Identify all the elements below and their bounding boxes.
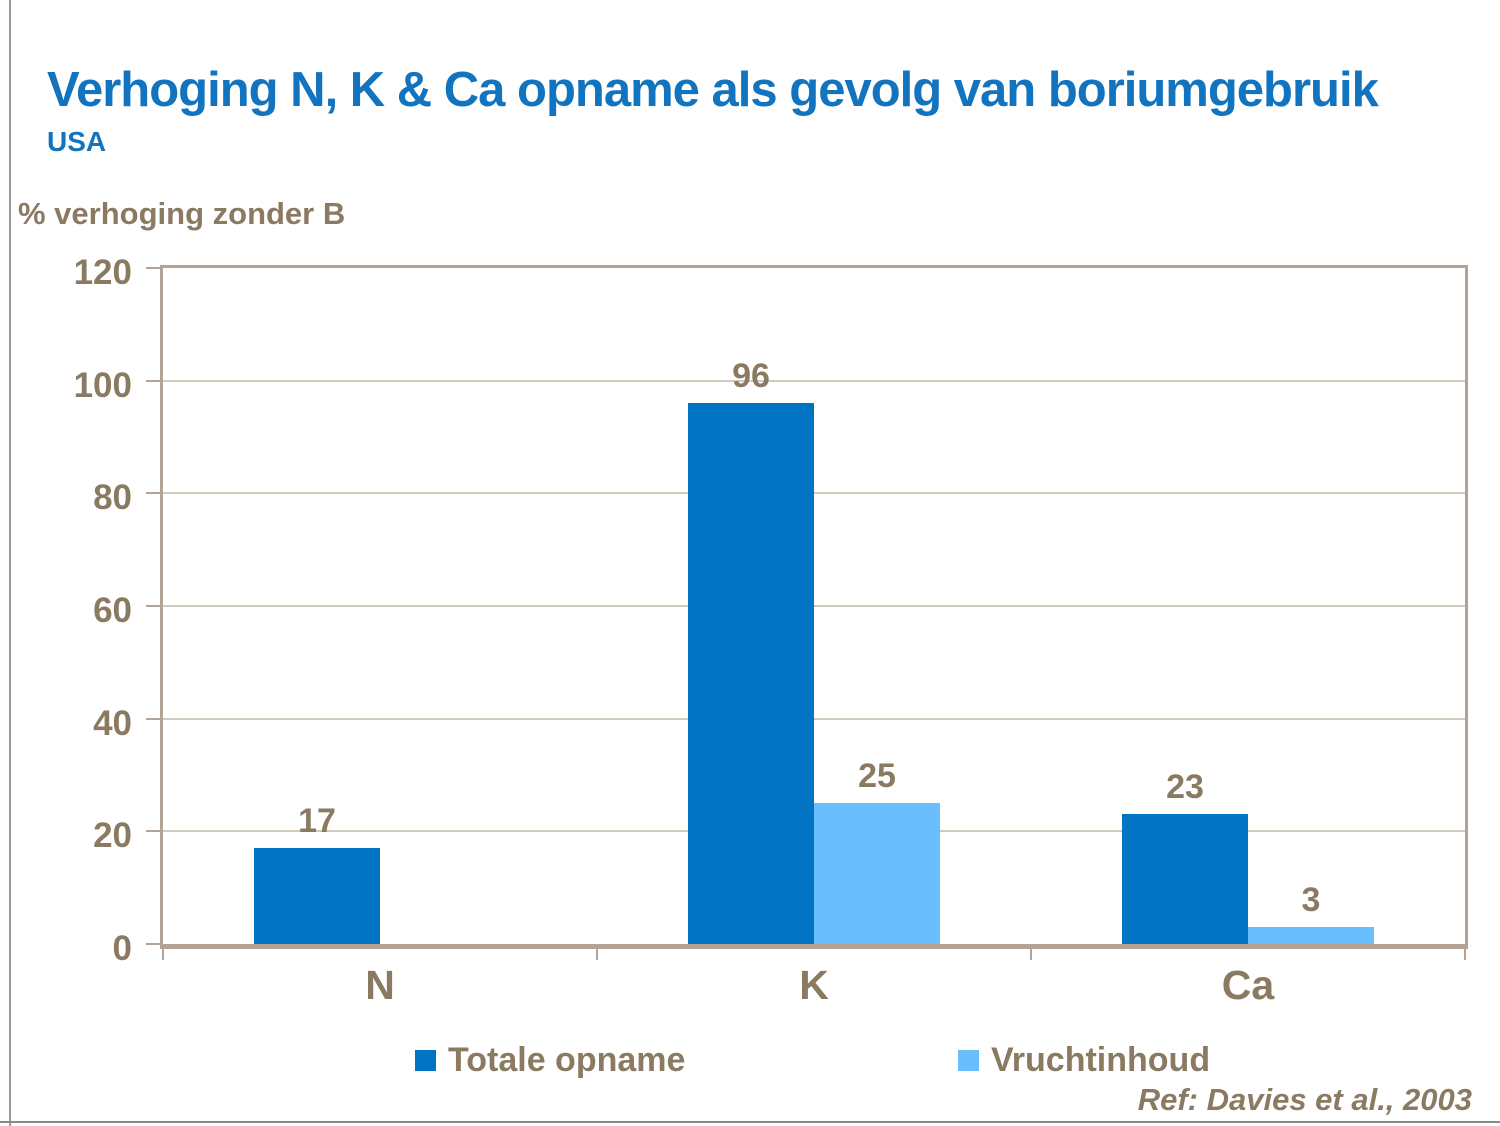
legend-swatch-vruchtinhoud [958, 1050, 979, 1071]
gridline-y60 [163, 605, 1465, 607]
x-tick-mark-3 [1464, 949, 1466, 960]
chart-subtitle: USA [47, 126, 107, 157]
bar-K-totale-opname [688, 403, 814, 944]
y-axis-caption: % verhoging zonder B [18, 196, 346, 231]
y-tick-label-100: 100 [73, 365, 132, 405]
legend-item-vruchtinhoud: Vruchtinhoud [958, 1041, 1210, 1080]
slide-left-border [9, 0, 11, 1126]
x-category-label-Ca: Ca [1221, 962, 1275, 1008]
x-category-label-K: K [799, 962, 829, 1008]
y-tick-mark-80 [146, 492, 160, 495]
y-tick-label-40: 40 [93, 703, 132, 743]
bar-value-label-K-vruchtinhoud: 25 [858, 757, 896, 796]
bar-Ca-totale-opname [1122, 814, 1248, 944]
gridline-y100 [163, 379, 1465, 382]
bar-Ca-vruchtinhoud [1248, 927, 1374, 944]
y-tick-mark-100 [146, 379, 160, 382]
y-tick-mark-40 [146, 717, 160, 720]
gridline-y80 [163, 492, 1465, 495]
x-tick-mark-1 [596, 949, 598, 960]
reference-text: Ref: Davies et al., 2003 [1137, 1082, 1472, 1117]
y-tick-mark-120 [146, 267, 160, 269]
plot-area [160, 265, 1468, 949]
y-tick-label-20: 20 [93, 816, 132, 856]
slide-bottom-border [0, 1121, 1500, 1123]
bar-value-label-K-totale-opname: 96 [732, 357, 770, 396]
legend-swatch-totale-opname [415, 1050, 436, 1071]
x-tick-mark-0 [162, 949, 164, 960]
bar-N-totale-opname [254, 848, 380, 944]
x-category-label-N: N [365, 962, 395, 1008]
y-tick-label-80: 80 [93, 478, 132, 518]
legend-label-totale-opname: Totale opname [448, 1041, 686, 1079]
y-tick-label-120: 120 [73, 253, 132, 292]
bar-value-label-Ca-totale-opname: 23 [1166, 768, 1204, 807]
x-tick-mark-2 [1030, 949, 1032, 960]
bar-value-label-N-totale-opname: 17 [298, 802, 336, 841]
y-tick-label-60: 60 [93, 591, 132, 630]
bar-K-vruchtinhoud [814, 803, 940, 944]
legend-item-totale-opname: Totale opname [415, 1041, 685, 1080]
y-tick-mark-60 [146, 605, 160, 607]
chart-title: Verhoging N, K & Ca opname als gevolg va… [47, 63, 1379, 117]
y-tick-mark-20 [146, 830, 160, 833]
y-tick-label-0: 0 [112, 929, 132, 968]
bar-value-label-Ca-vruchtinhoud: 3 [1301, 881, 1321, 920]
legend-label-vruchtinhoud: Vruchtinhoud [991, 1041, 1211, 1079]
y-tick-mark-0 [146, 943, 160, 945]
gridline-y40 [163, 717, 1465, 720]
